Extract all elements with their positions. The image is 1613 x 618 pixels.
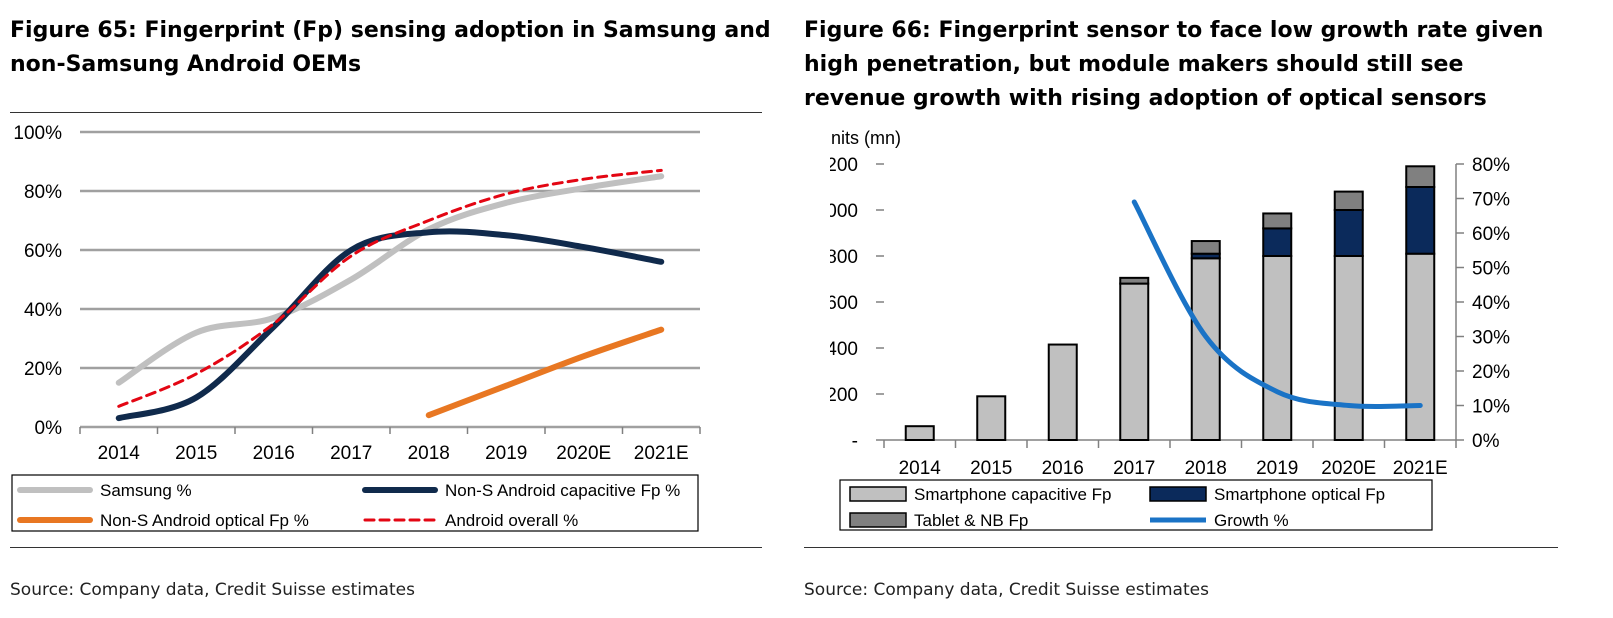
y-tick-label: 1,000 <box>830 201 858 222</box>
bar-segment-0 <box>976 395 1007 441</box>
y-tick-label: 20% <box>24 359 62 380</box>
y2-tick-label: 80% <box>1472 155 1510 176</box>
x-tick-label: 2020E <box>556 443 611 464</box>
x-tick-label: 2017 <box>1113 458 1155 479</box>
x-tick-label: 2019 <box>485 443 527 464</box>
legend-label: Non-S Android optical Fp % <box>100 511 309 530</box>
y-axis-title: Units (mn) <box>830 128 901 148</box>
y-tick-label: 80% <box>24 182 62 203</box>
x-tick-label: 2015 <box>175 443 217 464</box>
x-tick-label: 2021E <box>1393 458 1448 479</box>
legend-swatch-0 <box>849 486 907 502</box>
legend-box <box>839 479 1433 531</box>
adoption-line-chart: 100% 80% 60% 40% 20% 0% 2014 2015 2016 2017 2018 20… <box>11 123 701 532</box>
bar-segment-2 <box>1119 276 1150 285</box>
bar-segment-0 <box>1119 282 1150 441</box>
y-tick-label: 400 <box>830 339 858 360</box>
bar-segment-2 <box>1333 190 1364 211</box>
figure-65-source: Source: Company data, Credit Suisse esti… <box>10 580 415 600</box>
x-tick-label: 2014 <box>98 443 141 464</box>
y-tick-label: 600 <box>830 293 858 314</box>
y-tick-label: 1,200 <box>830 155 858 176</box>
x-tick-label: 2018 <box>408 443 450 464</box>
legend-label: Android overall % <box>445 511 578 530</box>
y2-tick-label: 50% <box>1472 259 1510 280</box>
legend-label: Smartphone capacitive Fp <box>914 485 1112 504</box>
bottom-rule <box>10 547 762 548</box>
series-line-2 <box>425 326 665 419</box>
y2-tick-label: 40% <box>1472 293 1510 314</box>
growth-line <box>1131 199 1423 410</box>
x-tick-label: 2014 <box>899 458 942 479</box>
series-line-1 <box>115 228 665 422</box>
bar-segment-0 <box>1047 343 1078 441</box>
legend-box <box>11 474 699 532</box>
y-tick-label: 0% <box>35 418 63 439</box>
bottom-rule <box>804 547 1558 548</box>
legend-label: Tablet & NB Fp <box>914 511 1028 530</box>
y2-tick-label: 30% <box>1472 328 1510 349</box>
bar-segment-0 <box>1405 252 1436 441</box>
bar-segment-0 <box>1333 255 1364 441</box>
x-tick-label: 2021E <box>634 443 689 464</box>
x-tick-label: 2016 <box>253 443 295 464</box>
bar-segment-1 <box>1333 209 1364 257</box>
y-tick-label: 800 <box>830 247 858 268</box>
bar-segment-1 <box>1405 186 1436 255</box>
y-tick-label: 60% <box>24 241 62 262</box>
x-tick-label: 2019 <box>1256 458 1298 479</box>
y-tick-label: 40% <box>24 300 62 321</box>
x-tick-label: 2018 <box>1185 458 1227 479</box>
series-line-3 <box>117 168 663 408</box>
figure-65-title: Figure 65: Fingerprint (Fp) sensing adop… <box>10 18 771 77</box>
x-tick-label: 2015 <box>970 458 1012 479</box>
bar-segment-1 <box>1262 227 1293 258</box>
x-tick-label: 2016 <box>1042 458 1084 479</box>
legend-label: Growth % <box>1214 511 1289 530</box>
x-tick-label: 2020E <box>1321 458 1376 479</box>
y2-tick-label: 0% <box>1472 431 1500 452</box>
legend-swatch-1 <box>1149 486 1207 502</box>
units-stacked-bar-chart: Units (mn) 1,200 1,000 800 600 400 200 - 80% 70% 6… <box>830 128 1510 531</box>
y2-tick-label: 60% <box>1472 224 1510 245</box>
legend-swatch-2 <box>849 512 907 528</box>
series-line-0 <box>115 173 665 386</box>
y-tick-label: 200 <box>830 385 858 406</box>
bar-segment-0 <box>1262 255 1293 441</box>
figure-66-source: Source: Company data, Credit Suisse esti… <box>804 580 1209 600</box>
bar-segment-2 <box>1190 240 1221 255</box>
y-tick-label: 100% <box>13 123 62 144</box>
x-tick-label: 2017 <box>330 443 372 464</box>
bar-segment-2 <box>1405 165 1436 188</box>
figure-66-panel: Figure 66: Fingerprint sensor to face lo… <box>804 0 1613 618</box>
bar-segment-0 <box>904 425 935 442</box>
bar-segment-2 <box>1262 212 1293 230</box>
top-rule <box>10 112 762 113</box>
y-tick-label: - <box>852 431 858 452</box>
legend-label: Samsung % <box>100 481 192 500</box>
y2-tick-label: 20% <box>1472 362 1510 383</box>
y2-tick-label: 10% <box>1472 397 1510 418</box>
y2-tick-label: 70% <box>1472 190 1510 211</box>
figure-66-title: Figure 66: Fingerprint sensor to face lo… <box>804 18 1544 111</box>
figure-65-panel: Figure 65: Fingerprint (Fp) sensing adop… <box>0 0 790 618</box>
legend-label: Non-S Android capacitive Fp % <box>445 481 680 500</box>
legend-label: Smartphone optical Fp <box>1214 485 1385 504</box>
